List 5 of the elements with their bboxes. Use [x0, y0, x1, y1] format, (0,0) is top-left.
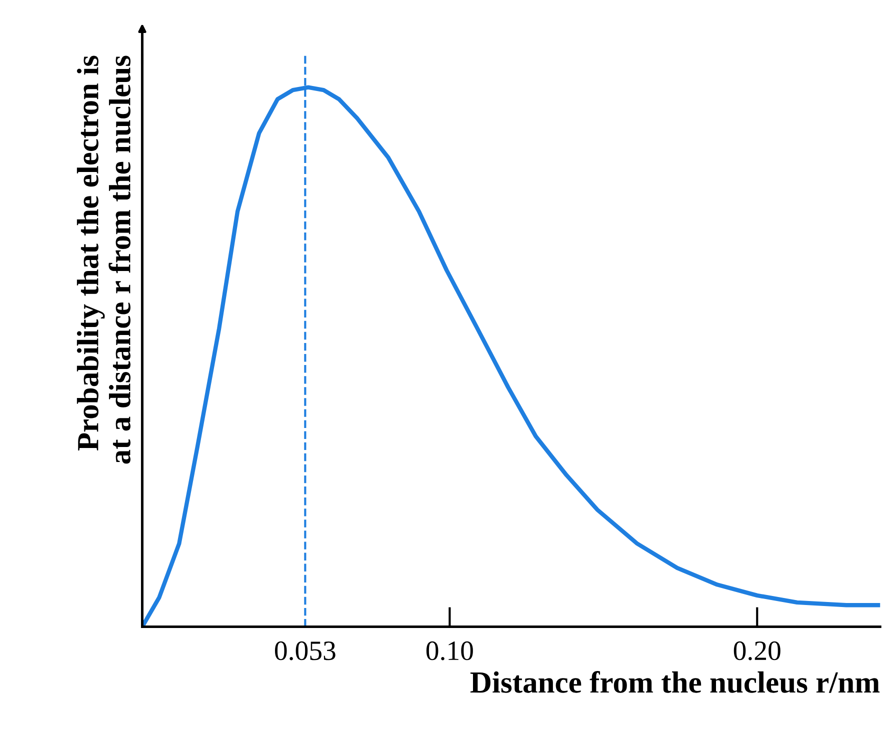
x-tick-label: 0.10: [426, 641, 473, 660]
x-tick-label: 0.053: [274, 641, 336, 660]
x-axis-title: Distance from the nucleus r/nm: [470, 671, 880, 693]
y-axis-title: Probability that the electron is at a distance r from the nucleus: [76, 56, 131, 464]
x-tick-label: 0.20: [734, 641, 780, 660]
